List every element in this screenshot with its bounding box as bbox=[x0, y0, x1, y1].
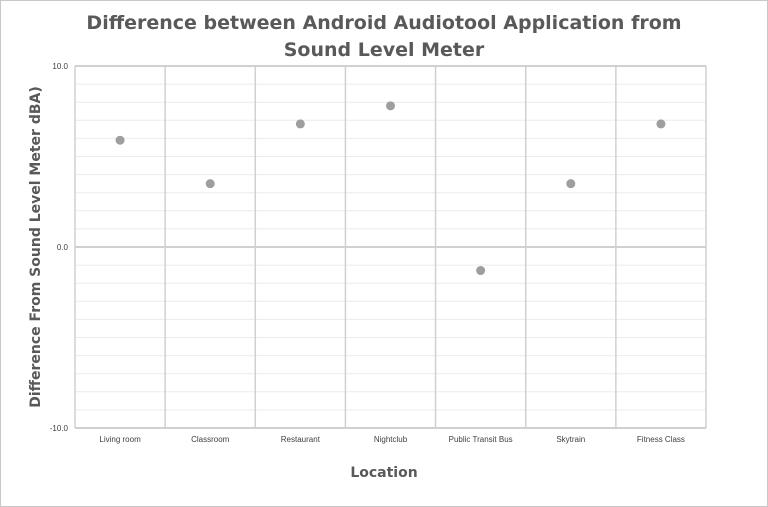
x-tick-label: Fitness Class bbox=[637, 435, 685, 444]
x-tick-label: Restaurant bbox=[281, 435, 321, 444]
y-tick-label: -10.0 bbox=[50, 424, 69, 433]
data-point bbox=[656, 119, 666, 129]
data-point bbox=[115, 135, 125, 145]
x-axis-title: Location bbox=[350, 465, 418, 481]
data-point bbox=[205, 179, 215, 189]
y-tick-label: 10.0 bbox=[52, 62, 68, 71]
data-point bbox=[386, 101, 395, 111]
y-tick-label: 0.0 bbox=[57, 243, 69, 252]
x-tick-label: Public Transit Bus bbox=[449, 435, 513, 444]
chart-title-line-2: Sound Level Meter bbox=[283, 39, 485, 61]
x-tick-label: Skytrain bbox=[556, 435, 585, 444]
x-tick-label: Nightclub bbox=[374, 435, 408, 444]
data-point bbox=[476, 266, 486, 276]
data-point bbox=[566, 179, 576, 189]
chart-title-line-1: Difference between Android Audiotool App… bbox=[86, 12, 682, 34]
data-point bbox=[295, 119, 305, 129]
x-tick-label: Classroom bbox=[191, 435, 230, 444]
chart-title: Difference between Android Audiotool App… bbox=[0, 10, 768, 64]
x-tick-label: Living room bbox=[99, 435, 141, 444]
